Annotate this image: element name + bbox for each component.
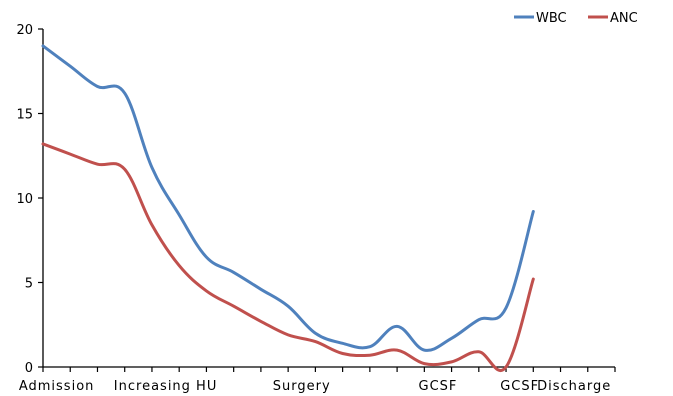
y-tick-label: 0 — [25, 361, 33, 376]
axes — [42, 29, 615, 368]
legend-label-wbc: WBC — [536, 11, 567, 26]
x-category-label: Discharge — [537, 379, 611, 394]
x-category-label: GCSF — [500, 379, 539, 394]
y-tick-label: 15 — [16, 108, 33, 123]
y-axis-ticks: 0 5 10 15 20 — [16, 23, 43, 376]
y-tick-label: 10 — [16, 192, 33, 207]
series-line-anc — [41, 142, 535, 372]
y-tick-label: 20 — [16, 23, 33, 38]
series-lines — [41, 44, 535, 372]
x-axis-ticks: Admission Increasing HU Surgery GCSF GCSFDis… — [19, 367, 616, 394]
x-category-label: GCSF — [419, 379, 458, 394]
y-tick-label: 5 — [25, 277, 33, 292]
x-category-label: Increasing HU — [114, 379, 218, 394]
series-line-wbc — [41, 44, 535, 352]
legend-label-anc: ANC — [610, 11, 638, 26]
x-category-label: Surgery — [273, 379, 331, 394]
legend: WBC ANC — [514, 11, 638, 26]
x-category-label: Admission — [19, 379, 95, 394]
